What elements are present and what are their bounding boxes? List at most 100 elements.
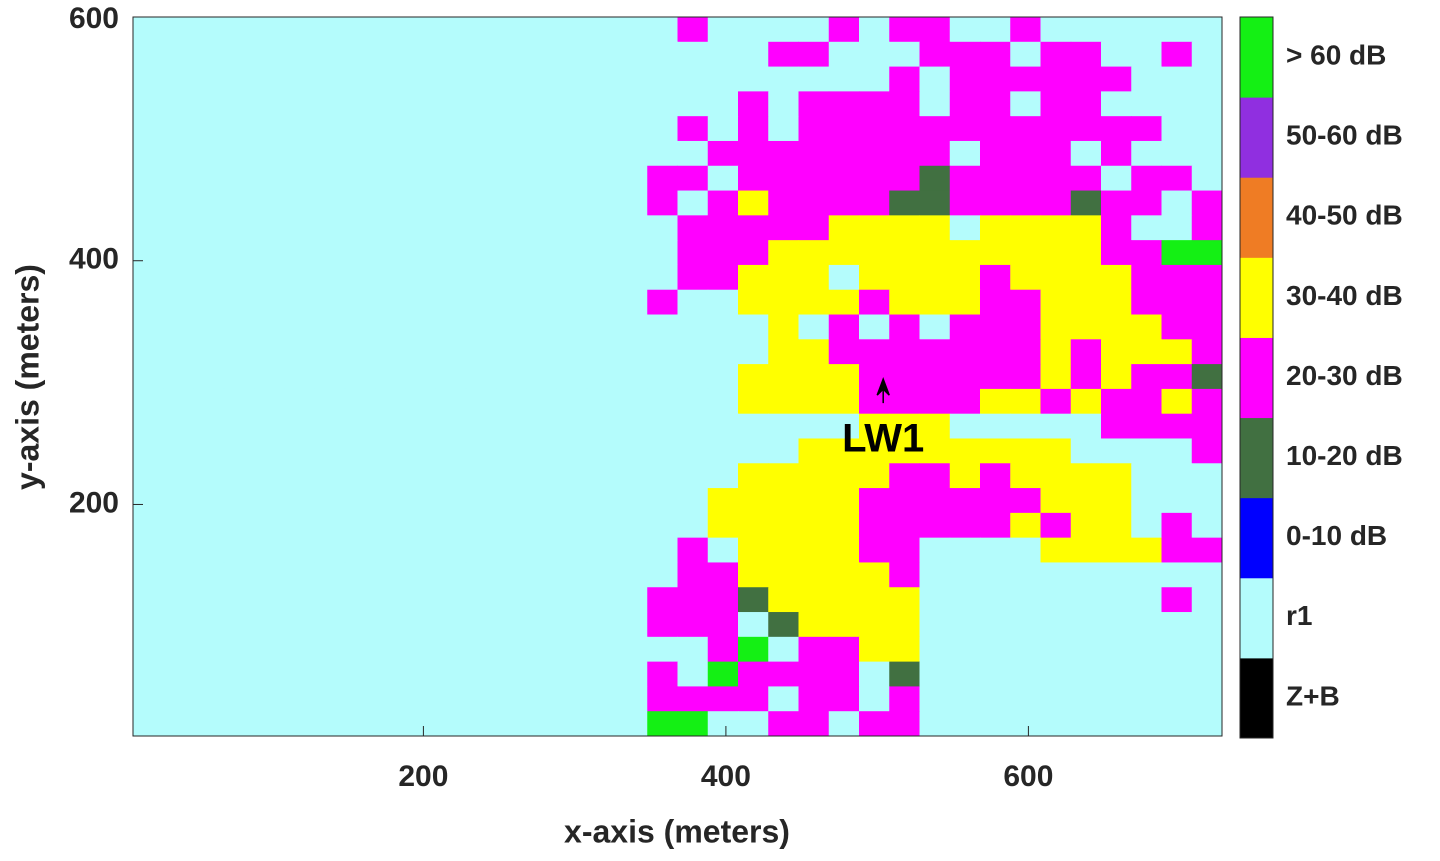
heatmap-cell bbox=[526, 537, 557, 563]
heatmap-cell bbox=[647, 388, 678, 415]
heatmap-cell bbox=[163, 41, 194, 68]
heatmap-cell bbox=[405, 388, 436, 415]
heatmap-cell bbox=[1070, 512, 1102, 539]
heatmap-cell bbox=[193, 41, 225, 68]
heatmap-cell bbox=[526, 438, 557, 464]
heatmap-cell bbox=[344, 488, 376, 514]
heatmap-cell bbox=[223, 264, 255, 291]
heatmap-cell bbox=[465, 116, 497, 142]
heatmap-cell bbox=[1010, 41, 1041, 68]
heatmap-cell bbox=[526, 711, 557, 737]
heatmap-cell bbox=[980, 289, 1011, 316]
heatmap-cell bbox=[526, 140, 557, 167]
heatmap-cell bbox=[435, 562, 467, 588]
heatmap-cell bbox=[254, 289, 285, 316]
heatmap-cell bbox=[1010, 91, 1041, 117]
heatmap-cell bbox=[314, 240, 346, 266]
heatmap-cell bbox=[465, 215, 497, 241]
heatmap-cell bbox=[465, 240, 497, 266]
heatmap-cell bbox=[405, 264, 436, 291]
heatmap-cell bbox=[405, 314, 436, 340]
heatmap-cell bbox=[1131, 661, 1162, 687]
heatmap-cell bbox=[798, 140, 830, 167]
heatmap-cell bbox=[435, 636, 467, 663]
heatmap-cell bbox=[223, 636, 255, 663]
heatmap-cell bbox=[738, 339, 769, 365]
heatmap-cell bbox=[738, 512, 769, 539]
heatmap-cell bbox=[344, 562, 376, 588]
heatmap-cell bbox=[405, 116, 436, 142]
heatmap-cell bbox=[1040, 438, 1072, 464]
heatmap-cell bbox=[193, 17, 225, 43]
heatmap-cell bbox=[1191, 91, 1223, 117]
heatmap-cell bbox=[889, 339, 920, 365]
heatmap-cell bbox=[738, 686, 769, 712]
heatmap-cell bbox=[1161, 686, 1193, 712]
heatmap-cell bbox=[677, 215, 709, 241]
heatmap-cell bbox=[707, 41, 739, 68]
heatmap-cell bbox=[163, 165, 194, 192]
heatmap-cell bbox=[677, 488, 709, 514]
heatmap-cell bbox=[647, 165, 678, 192]
heatmap-cell bbox=[1040, 686, 1072, 712]
heatmap-cell bbox=[647, 289, 678, 316]
heatmap-cell bbox=[1191, 289, 1223, 316]
heatmap-cell bbox=[1101, 314, 1132, 340]
heatmap-cell bbox=[738, 140, 769, 167]
heatmap-cell bbox=[163, 587, 194, 613]
heatmap-cell bbox=[1161, 289, 1193, 316]
heatmap-cell bbox=[133, 264, 164, 291]
heatmap-cell bbox=[375, 66, 406, 92]
heatmap-cell bbox=[284, 240, 315, 266]
heatmap-cell bbox=[617, 116, 648, 142]
colorbar-label: Z+B bbox=[1286, 680, 1340, 711]
heatmap-cell bbox=[344, 711, 376, 737]
heatmap-cell bbox=[284, 17, 315, 43]
heatmap-cell bbox=[284, 413, 315, 439]
heatmap-cell bbox=[435, 264, 467, 291]
heatmap-cell bbox=[1040, 537, 1072, 563]
heatmap-cell bbox=[133, 636, 164, 663]
heatmap-cell bbox=[617, 612, 648, 638]
heatmap-cell bbox=[163, 314, 194, 340]
heatmap-cell bbox=[586, 215, 618, 241]
heatmap-cell bbox=[859, 17, 890, 43]
heatmap-cell bbox=[677, 587, 709, 613]
heatmap-cell bbox=[828, 165, 860, 192]
heatmap-cell bbox=[314, 41, 346, 68]
heatmap-cell bbox=[496, 116, 527, 142]
heatmap-cell bbox=[526, 661, 557, 687]
heatmap-cell bbox=[556, 339, 588, 365]
heatmap-cell bbox=[344, 438, 376, 464]
heatmap-cell bbox=[133, 562, 164, 588]
heatmap-cell bbox=[375, 711, 406, 737]
heatmap-cell bbox=[556, 463, 588, 489]
heatmap-cell bbox=[1010, 463, 1041, 489]
heatmap-cell bbox=[828, 562, 860, 588]
heatmap-cell bbox=[1101, 41, 1132, 68]
heatmap-cell bbox=[707, 91, 739, 117]
heatmap-cell bbox=[344, 289, 376, 316]
heatmap-cell bbox=[526, 264, 557, 291]
heatmap-cell bbox=[647, 661, 678, 687]
heatmap-cell bbox=[949, 686, 981, 712]
heatmap-cell bbox=[193, 165, 225, 192]
heatmap-cell bbox=[496, 562, 527, 588]
heatmap-cell bbox=[1101, 190, 1132, 216]
heatmap-cell bbox=[677, 661, 709, 687]
heatmap-cell bbox=[889, 364, 920, 390]
heatmap-cell bbox=[1070, 587, 1102, 613]
heatmap-cell bbox=[828, 512, 860, 539]
heatmap-cell bbox=[254, 215, 285, 241]
heatmap-cell bbox=[344, 636, 376, 663]
heatmap-cell bbox=[496, 165, 527, 192]
heatmap-cell bbox=[1191, 66, 1223, 92]
heatmap-cell bbox=[798, 463, 830, 489]
heatmap-cell bbox=[526, 116, 557, 142]
heatmap-cell bbox=[193, 240, 225, 266]
heatmap-cell bbox=[889, 140, 920, 167]
heatmap-cell bbox=[949, 562, 981, 588]
heatmap-cell bbox=[1070, 264, 1102, 291]
heatmap-cell bbox=[1040, 289, 1072, 316]
heatmap-cell bbox=[1131, 17, 1162, 43]
